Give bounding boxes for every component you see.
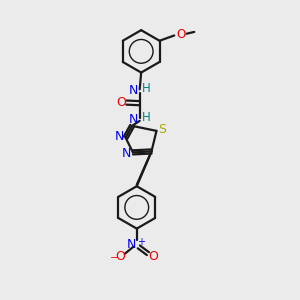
Text: O: O [116, 250, 125, 263]
Text: +: + [137, 238, 145, 248]
Text: −: − [110, 254, 118, 263]
Text: N: N [114, 130, 124, 143]
Text: N: N [129, 113, 139, 126]
Text: O: O [176, 28, 185, 41]
Text: O: O [148, 250, 158, 263]
Text: N: N [129, 84, 139, 97]
Text: H: H [142, 82, 151, 95]
Text: O: O [116, 96, 126, 109]
Text: S: S [158, 123, 166, 136]
Text: N: N [122, 147, 131, 160]
Text: N: N [127, 238, 136, 251]
Text: H: H [142, 111, 151, 124]
